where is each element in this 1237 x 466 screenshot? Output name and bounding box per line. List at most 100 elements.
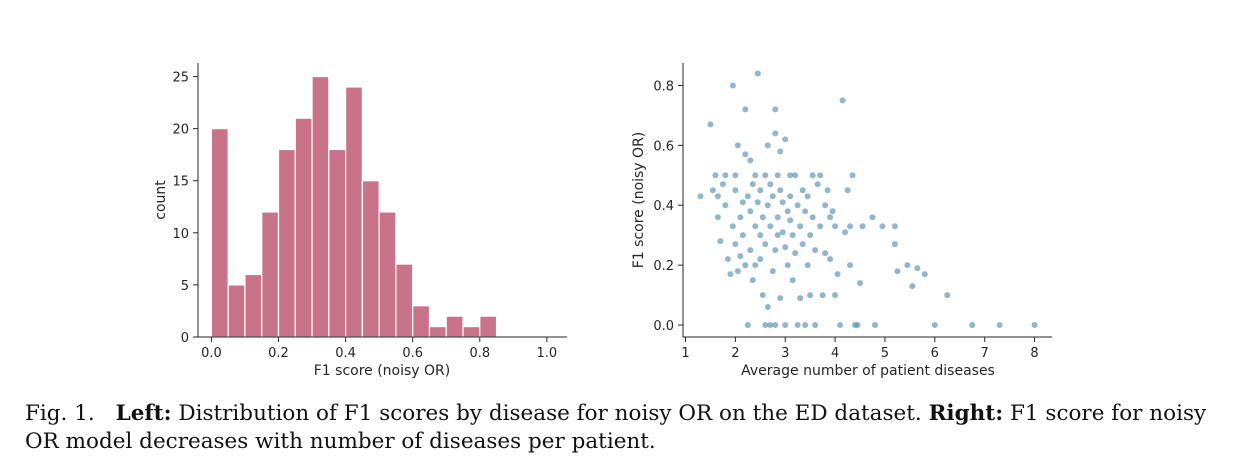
scatter-points [697,70,1038,329]
y-tick-label: 10 [172,227,189,242]
scatter-point [762,241,769,248]
scatter-point [777,187,784,194]
left-x-axis-label: F1 score (noisy OR) [314,363,451,379]
scatter-point [722,202,729,209]
scatter-point [772,247,779,254]
y-tick-label: 0.2 [653,259,674,274]
scatter-point [782,244,789,251]
scatter-point [782,322,789,329]
scatter-point [921,271,928,278]
scatter-point [767,223,774,230]
y-tick-label: 25 [172,71,189,86]
left-x-ticks: 0.0 0.2 0.4 0.6 0.8 1.0 [201,337,557,361]
scatter-point [759,214,766,221]
scatter-point [829,208,836,215]
scatter-point [769,193,776,200]
scatter-point [871,322,878,329]
scatter-point [797,223,804,230]
scatter-point [814,181,821,188]
scatter-point [757,256,764,263]
scatter-point [717,238,724,245]
left-y-ticks: 0 5 10 15 20 25 [172,71,198,346]
caption-fig-label: Fig. 1. [25,401,95,426]
scatter-point [827,214,834,221]
scatter-point [754,199,761,206]
scatter-point [909,283,916,290]
scatter-point [727,271,734,278]
scatter-point [749,277,756,284]
scatter-point [857,280,864,287]
scatter-point [777,295,784,302]
scatter-point [787,217,794,224]
scatter-point [759,292,766,299]
scatter-point [747,208,754,215]
scatter-point [772,106,779,113]
scatter-point [792,250,799,257]
x-tick-label: 8 [1030,346,1038,361]
scatter-point [996,322,1003,329]
x-tick-label: 0.2 [268,346,289,361]
scatter-point [787,193,794,200]
x-tick-label: 2 [731,346,739,361]
scatter-point [802,208,809,215]
scatter-point [774,172,781,179]
scatter-point [757,232,764,239]
y-tick-label: 0.4 [653,199,674,214]
scatter-point [824,187,831,194]
scatter-point [879,223,886,230]
scatter-point [734,142,741,149]
scatter-point [749,181,756,188]
scatter-point [777,148,784,155]
scatter-point [712,172,719,179]
scatter-point [832,223,839,230]
caption-left-text: Distribution of F1 scores by disease for… [178,401,922,426]
scatter-point [847,223,854,230]
scatter-point [697,193,704,200]
scatter-point [817,223,824,230]
scatter-point [732,241,739,248]
y-tick-label: 0 [181,331,189,346]
x-tick-label: 7 [981,346,989,361]
scatter-point [944,292,951,299]
right-x-ticks: 1 2 3 4 5 6 7 8 [681,337,1039,361]
scatter-point [859,223,866,230]
y-tick-label: 20 [172,123,189,138]
scatter-point [752,172,759,179]
histogram-chart: 0.0 0.2 0.4 0.6 0.8 1.0 0 5 10 15 20 25 F1 score (… [153,63,567,379]
scatter-point [809,172,816,179]
scatter-point [891,241,898,248]
scatter-point [854,322,861,329]
scatter-point [789,277,796,284]
x-tick-label: 3 [781,346,789,361]
scatter-point [757,187,764,194]
caption-left-label: Left: [115,401,172,426]
x-tick-label: 0.0 [201,346,222,361]
scatter-point [787,172,794,179]
scatter-point [804,193,811,200]
scatter-point [849,172,856,179]
scatter-point [819,292,826,299]
scatter-point [722,172,729,179]
scatter-point [969,322,976,329]
x-tick-label: 6 [931,346,939,361]
scatter-point [754,70,761,77]
scatter-point [782,136,789,143]
scatter-point [739,232,746,239]
scatter-point [784,262,791,269]
right-y-axis-label: F1 score (noisy OR) [631,132,647,269]
scatter-point [714,193,721,200]
scatter-point [732,187,739,194]
scatter-point [762,172,769,179]
scatter-point [847,262,854,269]
caption-right-label: Right: [928,401,1004,426]
scatter-point [822,250,829,257]
scatter-point [729,223,736,230]
scatter-point [772,130,779,137]
histogram-bars [210,75,498,338]
y-tick-label: 5 [181,279,189,294]
scatter-point [714,214,721,221]
scatter-point [767,181,774,188]
scatter-point [807,232,814,239]
scatter-point [737,253,744,260]
x-tick-label: 0.8 [469,346,490,361]
